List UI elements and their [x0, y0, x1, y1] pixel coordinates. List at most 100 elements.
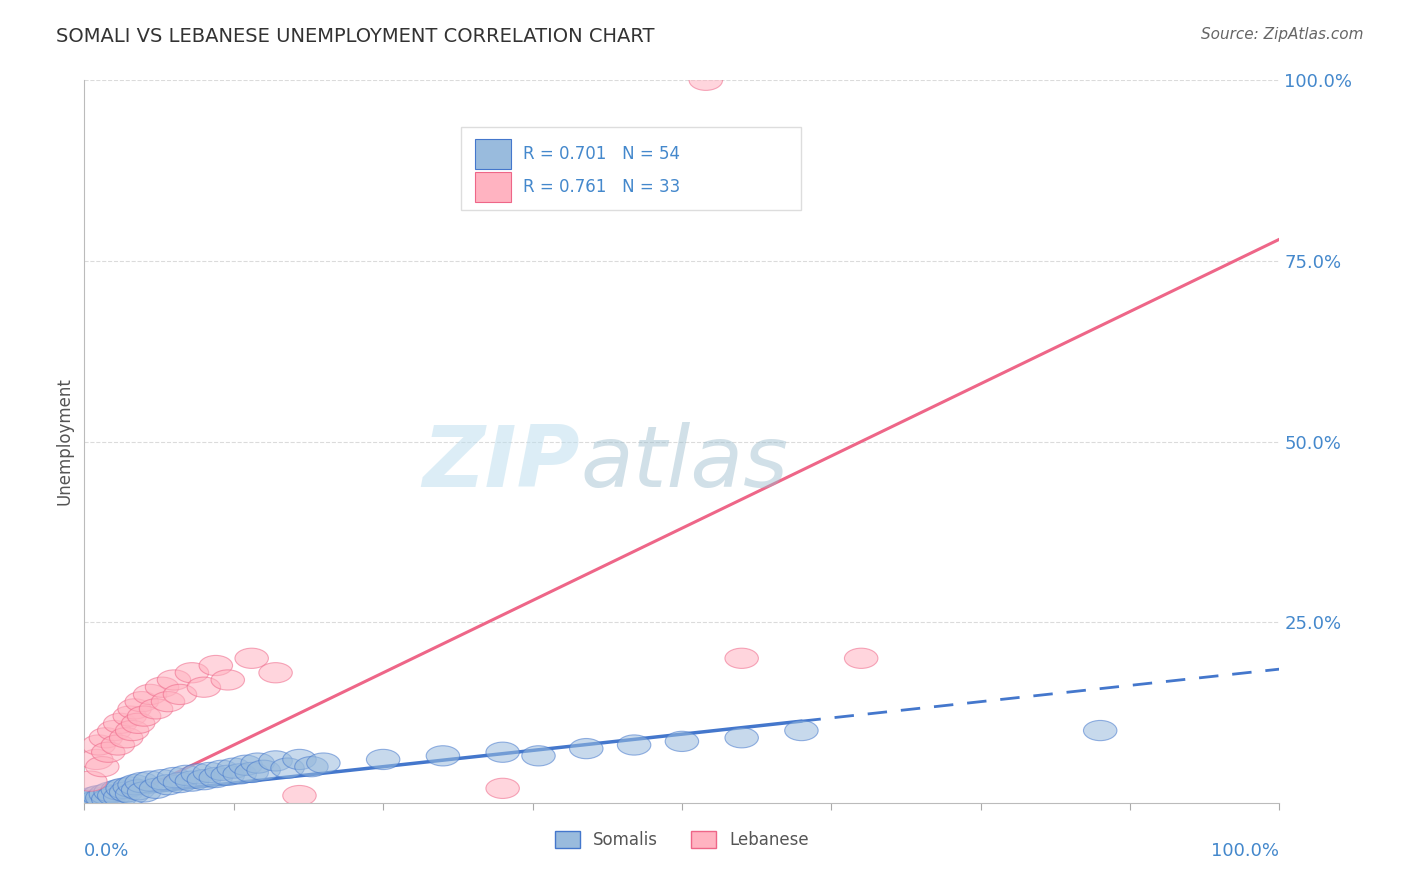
- Ellipse shape: [283, 749, 316, 770]
- Ellipse shape: [283, 786, 316, 805]
- Ellipse shape: [86, 756, 120, 777]
- Ellipse shape: [725, 648, 758, 668]
- Ellipse shape: [125, 772, 159, 793]
- Ellipse shape: [1084, 721, 1116, 740]
- Text: R = 0.701   N = 54: R = 0.701 N = 54: [523, 145, 681, 163]
- Ellipse shape: [665, 731, 699, 751]
- Ellipse shape: [94, 782, 128, 802]
- Ellipse shape: [110, 782, 143, 802]
- Ellipse shape: [217, 758, 250, 778]
- Ellipse shape: [193, 763, 226, 782]
- Ellipse shape: [229, 756, 263, 775]
- Ellipse shape: [101, 780, 135, 800]
- Y-axis label: Unemployment: Unemployment: [55, 377, 73, 506]
- Ellipse shape: [134, 684, 167, 705]
- FancyBboxPatch shape: [461, 128, 801, 211]
- Ellipse shape: [163, 772, 197, 793]
- Ellipse shape: [121, 714, 155, 733]
- Ellipse shape: [200, 767, 232, 788]
- Ellipse shape: [125, 691, 159, 712]
- Ellipse shape: [211, 765, 245, 786]
- Ellipse shape: [163, 684, 197, 705]
- Ellipse shape: [176, 663, 208, 683]
- Ellipse shape: [157, 670, 191, 690]
- Ellipse shape: [181, 764, 215, 784]
- FancyBboxPatch shape: [475, 172, 510, 202]
- Ellipse shape: [187, 677, 221, 698]
- Ellipse shape: [128, 782, 160, 802]
- Ellipse shape: [157, 767, 191, 788]
- Ellipse shape: [169, 765, 202, 786]
- Ellipse shape: [73, 771, 107, 791]
- Ellipse shape: [224, 764, 256, 784]
- Ellipse shape: [569, 739, 603, 759]
- FancyBboxPatch shape: [475, 138, 510, 169]
- Ellipse shape: [152, 691, 184, 712]
- Ellipse shape: [139, 698, 173, 719]
- Ellipse shape: [152, 774, 184, 795]
- Ellipse shape: [118, 774, 152, 795]
- Ellipse shape: [486, 742, 519, 763]
- Ellipse shape: [89, 784, 122, 805]
- Ellipse shape: [176, 771, 208, 791]
- Ellipse shape: [725, 728, 758, 747]
- Ellipse shape: [367, 749, 399, 770]
- Ellipse shape: [134, 771, 167, 791]
- Ellipse shape: [522, 746, 555, 766]
- Ellipse shape: [110, 728, 143, 747]
- Ellipse shape: [121, 780, 155, 800]
- Legend: Somalis, Lebanese: Somalis, Lebanese: [548, 824, 815, 856]
- Text: R = 0.761   N = 33: R = 0.761 N = 33: [523, 178, 681, 196]
- Ellipse shape: [259, 663, 292, 683]
- Ellipse shape: [112, 777, 146, 797]
- Ellipse shape: [115, 784, 149, 805]
- Ellipse shape: [200, 656, 232, 675]
- Ellipse shape: [89, 728, 122, 747]
- Ellipse shape: [86, 788, 120, 808]
- Ellipse shape: [486, 778, 519, 798]
- Ellipse shape: [205, 760, 239, 780]
- Text: 0.0%: 0.0%: [84, 842, 129, 860]
- Ellipse shape: [845, 648, 877, 668]
- Text: ZIP: ZIP: [423, 422, 581, 505]
- Ellipse shape: [97, 786, 131, 805]
- Ellipse shape: [187, 770, 221, 789]
- Ellipse shape: [247, 760, 280, 780]
- Text: Source: ZipAtlas.com: Source: ZipAtlas.com: [1201, 27, 1364, 42]
- Ellipse shape: [101, 735, 135, 756]
- Ellipse shape: [235, 648, 269, 668]
- Text: atlas: atlas: [581, 422, 789, 505]
- Ellipse shape: [128, 706, 160, 726]
- Ellipse shape: [80, 749, 112, 770]
- Ellipse shape: [73, 789, 107, 809]
- Ellipse shape: [307, 753, 340, 773]
- Ellipse shape: [426, 746, 460, 766]
- Ellipse shape: [271, 758, 304, 778]
- Ellipse shape: [118, 698, 152, 719]
- Ellipse shape: [82, 786, 115, 805]
- Ellipse shape: [617, 735, 651, 756]
- Ellipse shape: [259, 751, 292, 771]
- Ellipse shape: [235, 763, 269, 782]
- Ellipse shape: [105, 778, 139, 798]
- Ellipse shape: [145, 770, 179, 789]
- Ellipse shape: [104, 787, 136, 807]
- Ellipse shape: [82, 735, 115, 756]
- Ellipse shape: [785, 721, 818, 740]
- Ellipse shape: [240, 753, 274, 773]
- Ellipse shape: [689, 70, 723, 90]
- Ellipse shape: [91, 789, 125, 809]
- Ellipse shape: [295, 756, 328, 777]
- Ellipse shape: [112, 706, 146, 726]
- Text: SOMALI VS LEBANESE UNEMPLOYMENT CORRELATION CHART: SOMALI VS LEBANESE UNEMPLOYMENT CORRELAT…: [56, 27, 655, 45]
- Ellipse shape: [145, 677, 179, 698]
- Ellipse shape: [115, 721, 149, 740]
- Text: 100.0%: 100.0%: [1212, 842, 1279, 860]
- Ellipse shape: [104, 714, 136, 733]
- Ellipse shape: [91, 742, 125, 763]
- Ellipse shape: [139, 778, 173, 798]
- Ellipse shape: [77, 787, 111, 807]
- Ellipse shape: [97, 721, 131, 740]
- Ellipse shape: [80, 790, 112, 811]
- Ellipse shape: [211, 670, 245, 690]
